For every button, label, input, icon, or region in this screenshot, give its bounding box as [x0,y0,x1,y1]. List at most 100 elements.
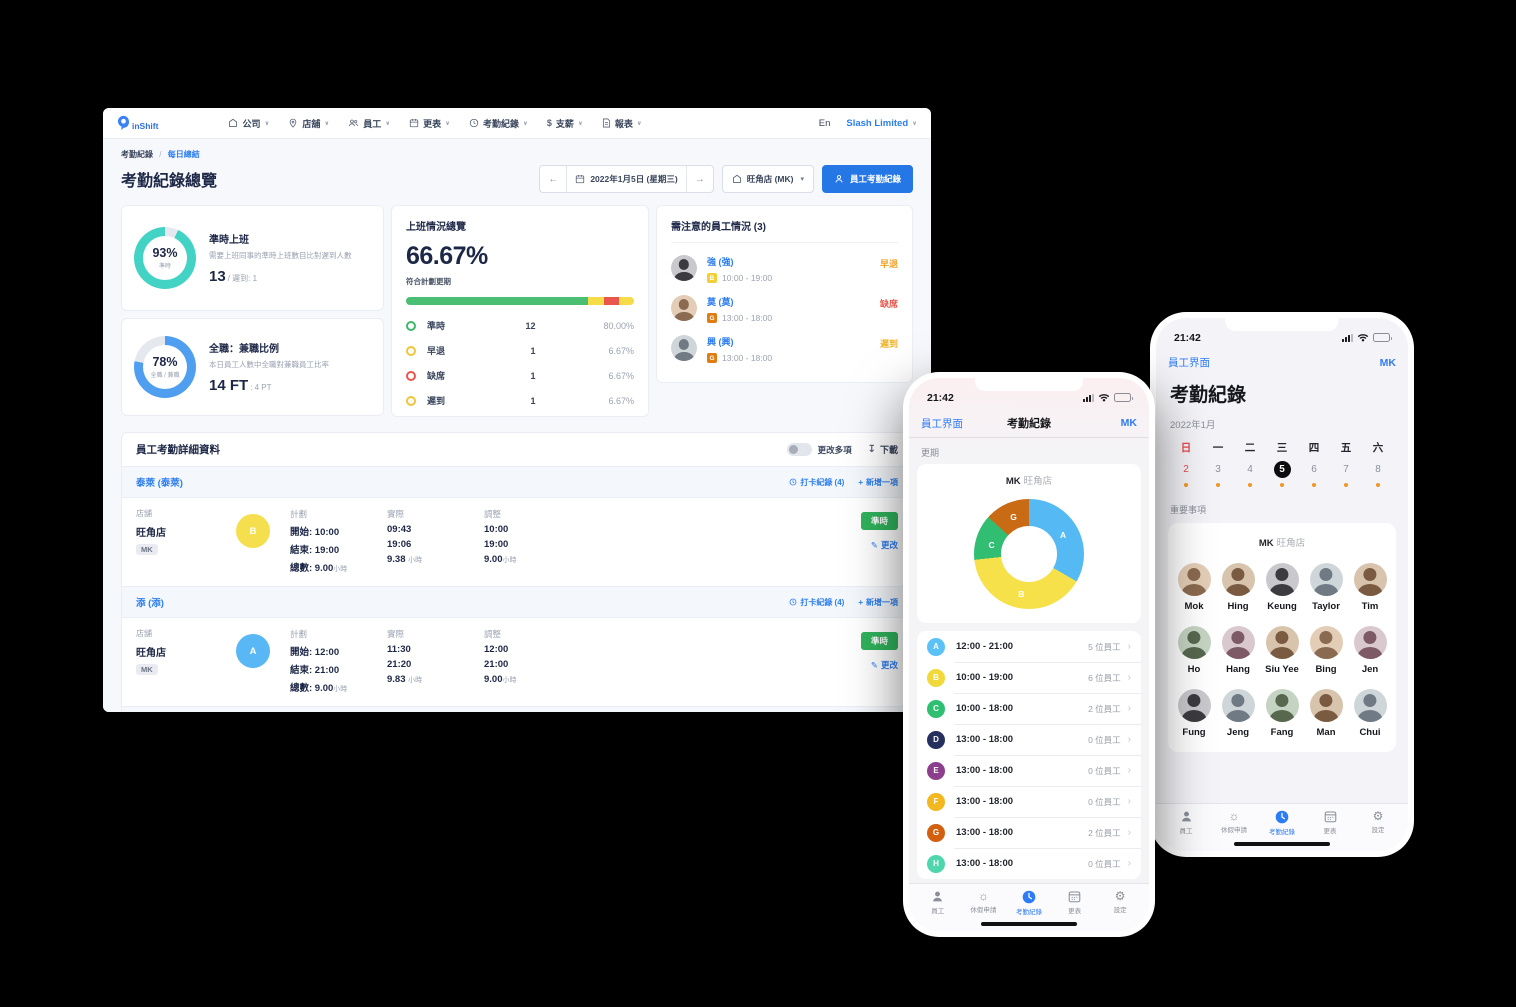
calendar-day-selected[interactable]: 5 [1266,460,1298,478]
attendance-details-section: 員工考勤詳細資料 更改多項 ↧ 下載 泰萊 (泰萊) 打卡紀錄 (4) [121,432,913,712]
shift-row[interactable]: A 12:00 - 21:00 5 位員工 › [917,631,1141,662]
caret-down-icon: ▾ [800,176,804,183]
add-item-link[interactable]: + 新增一項 [858,597,898,607]
plus-icon: + [858,477,863,487]
back-link[interactable]: 員工界面 [921,417,963,430]
account-code[interactable]: MK [1120,417,1137,429]
shift-row[interactable]: C 10:00 - 18:00 2 位員工 › [917,693,1141,724]
date-picker[interactable]: 2022年1月5日 (星期三) [566,166,685,192]
employee-name[interactable]: 興 (興) [707,337,734,347]
employee-group-header: 添 (添) 打卡紀錄 (4) + 新增一項 [122,586,912,618]
calendar-day[interactable]: 7 [1343,463,1349,475]
calendar-day[interactable]: 2 [1183,463,1189,475]
language-switch[interactable]: En [818,117,831,129]
employee-name[interactable]: 莫 (莫) [707,297,734,307]
tab-roster[interactable]: 更表 [1052,890,1098,916]
tab-attendance[interactable]: 考勤紀錄 [1006,890,1052,916]
employee-cell[interactable]: Jeng [1216,689,1260,738]
employee-cell[interactable]: Bing [1304,626,1348,675]
shift-row[interactable]: E 13:00 - 18:00 0 位員工 › [917,755,1141,786]
employee-cell[interactable]: Hang [1216,626,1260,675]
tab-leave-request[interactable]: ☼ 休假申請 [970,889,997,914]
employee-cell[interactable]: Tim [1348,563,1392,612]
employee-cell[interactable]: Ho [1172,626,1216,675]
next-day-button[interactable]: → [685,166,713,192]
tab-settings[interactable]: ⚙ 設定 [1371,809,1385,834]
employee-cell[interactable]: Jen [1348,626,1392,675]
account-code[interactable]: MK [1379,356,1396,369]
legend-row-on-time: 準時 12 80.00% [406,313,634,338]
employee-avatar [1221,689,1255,722]
shift-row[interactable]: G 13:00 - 18:00 2 位員工 › [917,817,1141,848]
edit-link[interactable]: ✎ 更改 [870,539,898,551]
employee-cell[interactable]: Taylor [1304,563,1348,612]
actual-column: 實際 11:30 21:20 9.83 小時 [387,629,423,685]
pencil-icon: ✎ [870,659,878,670]
account-menu[interactable]: Slash Limited ∨ [846,117,917,129]
attention-row[interactable]: 強 (強) B 10:00 - 19:00 早退 [671,255,898,283]
green-ring-icon [406,320,416,331]
tab-settings[interactable]: ⚙ 設定 [1113,889,1127,914]
store-selector[interactable]: 旺角店 (MK) ▾ [721,165,814,193]
app-logo[interactable]: inShift [117,115,158,131]
punch-records-link[interactable]: 打卡紀錄 (4) [789,597,844,608]
shift-badge: A [927,637,945,656]
tab-staff[interactable]: 員工 [1162,810,1210,836]
staff-attendance-button[interactable]: 員工考勤紀錄 [821,165,913,193]
employee-avatar [1265,563,1299,596]
nav-item-roster[interactable]: 更表 ∨ [409,117,450,130]
add-item-link[interactable]: + 新增一項 [858,477,898,487]
nav-item-attendance[interactable]: 考勤紀錄 ∨ [469,117,528,130]
breadcrumb-parent[interactable]: 考勤紀錄 [121,150,153,159]
adjusted-column: 調整 12:00 21:00 9.00小時 [484,629,517,685]
clock-icon [1275,810,1289,824]
calendar-day[interactable]: 8 [1375,463,1381,475]
phone-mockup-shifts: 21:42 員工界面 考勤紀錄 MK 更期 MK 旺角店 A B C G [903,372,1155,937]
sun-icon: ☼ [1228,809,1240,823]
chevron-right-icon: › [1127,827,1131,838]
employee-cell[interactable]: Hing [1216,563,1260,612]
nav-item-store[interactable]: 店舖 ∨ [288,117,329,130]
pencil-icon: ✎ [870,539,878,550]
tab-leave-request[interactable]: ☼ 休假申請 [1221,809,1247,834]
calendar-day[interactable]: 6 [1311,463,1317,475]
employee-name[interactable]: 強 (強) [707,257,734,267]
punch-records-link[interactable]: 打卡紀錄 (4) [789,477,844,488]
employee-cell[interactable]: Fang [1260,689,1304,738]
nav-item-staff[interactable]: 員工 ∨ [348,117,390,130]
shift-row[interactable]: F 13:00 - 18:00 0 位員工 › [917,786,1141,817]
nav-item-company[interactable]: 公司 ∨ [228,117,269,130]
shift-row[interactable]: D 13:00 - 18:00 0 位員工 › [917,724,1141,755]
breadcrumb-current[interactable]: 每日總結 [167,150,200,159]
nav-item-reports[interactable]: 報表 ∨ [602,117,642,130]
attention-row[interactable]: 興 (興) G 13:00 - 18:00 遲到 [671,335,898,363]
main-menu: 公司 ∨ 店舖 ∨ 員工 ∨ 更表 ∨ 考勤紀錄 ∨ $ 支薪 ∨ [228,117,642,130]
employee-name-link[interactable]: 添 (添) [136,598,164,609]
back-link[interactable]: 員工界面 [1168,357,1210,369]
calendar-day[interactable]: 3 [1215,463,1221,475]
phone-mockup-calendar: 21:42 員工界面 MK 考勤紀錄 2022年1月 日 一 二 三 四 五 六 [1150,312,1414,857]
edit-link[interactable]: ✎ 更改 [870,659,898,671]
prev-day-button[interactable]: ← [540,166,566,192]
employee-cell[interactable]: Siu Yee [1260,626,1304,675]
multi-edit-toggle[interactable]: 更改多項 [786,443,852,456]
tab-attendance[interactable]: 考勤紀錄 [1258,810,1306,836]
calendar-day[interactable]: 4 [1247,463,1253,475]
shift-row[interactable]: H 13:00 - 18:00 0 位員工 › [917,848,1141,879]
download-button[interactable]: ↧ 下載 [867,443,898,455]
tab-roster[interactable]: 更表 [1306,810,1354,836]
tab-staff[interactable]: 員工 [915,890,961,916]
employee-cell[interactable]: Chui [1348,689,1392,738]
shift-row[interactable]: B 10:00 - 19:00 6 位員工 › [917,662,1141,693]
overview-percent: 66.67% [406,242,488,270]
employee-cell[interactable]: Man [1304,689,1348,738]
employee-cell[interactable]: Fung [1172,689,1216,738]
toggle-switch[interactable] [786,443,812,456]
employee-cell[interactable]: Mok [1172,563,1216,612]
attention-row[interactable]: 莫 (莫) G 13:00 - 18:00 缺席 [671,295,898,323]
employee-cell[interactable]: Keung [1260,563,1304,612]
nav-item-payroll[interactable]: $ 支薪 ∨ [546,117,583,129]
shift-time: 13:00 - 18:00 [722,313,773,323]
section-label: 更期 [921,448,940,458]
employee-name-link[interactable]: 泰萊 (泰萊) [136,478,183,489]
